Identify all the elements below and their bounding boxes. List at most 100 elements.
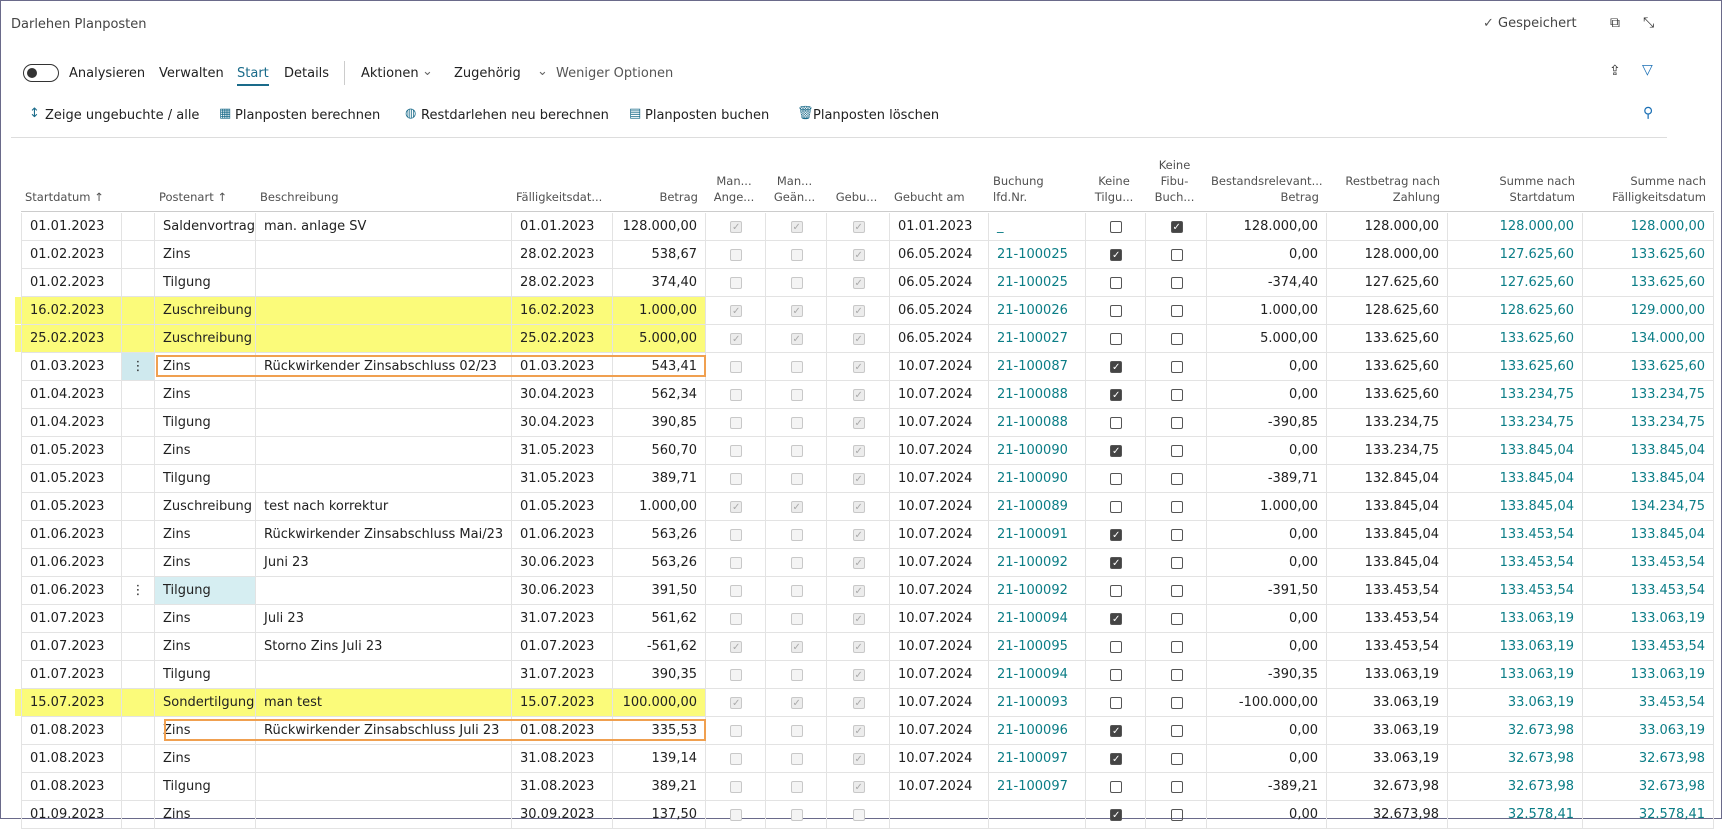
table-cell[interactable]: 21-100094 — [989, 605, 1086, 633]
table-cell[interactable]: 21-100090 — [989, 465, 1086, 493]
checkbox[interactable] — [1170, 501, 1183, 513]
checkbox[interactable] — [1110, 585, 1122, 597]
table-cell[interactable]: 134.234,75 — [1583, 493, 1714, 521]
row-menu[interactable]: ⋮ — [122, 353, 155, 381]
table-cell[interactable]: 32.578,41 — [1448, 801, 1583, 829]
checkbox[interactable] — [1170, 809, 1183, 821]
checkbox[interactable]: ✓ — [1110, 753, 1122, 765]
checkbox[interactable]: ✓ — [1170, 221, 1183, 233]
table-cell[interactable]: 21-100027 — [989, 325, 1086, 353]
menu-dropdown[interactable]: Aktionen — [361, 66, 419, 81]
table-cell[interactable]: 33.063,19 — [1448, 689, 1583, 717]
checkbox[interactable] — [1170, 669, 1183, 681]
table-cell[interactable]: 133.453,54 — [1583, 633, 1714, 661]
table-cell[interactable]: 133.845,04 — [1583, 521, 1714, 549]
share[interactable]: ⇪ — [1609, 63, 1621, 79]
table-cell[interactable]: 21-100025 — [989, 269, 1086, 297]
checkbox[interactable] — [1170, 781, 1183, 793]
toolbar-button[interactable]: Planposten berechnen — [235, 108, 381, 123]
checkbox[interactable]: ✓ — [1110, 361, 1122, 373]
table-cell[interactable]: 133.845,04 — [1448, 493, 1583, 521]
toolbar-button[interactable]: Planposten buchen — [645, 108, 770, 123]
open-new-window[interactable]: ⧉ — [1610, 15, 1620, 31]
table-cell[interactable]: 21-100096 — [989, 717, 1086, 745]
table-cell[interactable]: 133.845,04 — [1583, 465, 1714, 493]
checkbox[interactable] — [1110, 333, 1122, 345]
table-cell[interactable]: 134.000,00 — [1583, 325, 1714, 353]
table-cell[interactable]: 21-100026 — [989, 297, 1086, 325]
table-cell[interactable]: 21-100088 — [989, 409, 1086, 437]
menu-item[interactable]: Start — [237, 66, 269, 86]
checkbox[interactable] — [1110, 417, 1122, 429]
checkbox[interactable] — [1110, 697, 1122, 709]
checkbox[interactable] — [1170, 613, 1183, 625]
column-header[interactable]: Postenart ↑ — [159, 190, 228, 204]
table-cell[interactable]: 32.673,98 — [1583, 745, 1714, 773]
column-header[interactable]: Betrag — [659, 190, 698, 204]
column-header[interactable]: Bestandsrelevant... Betrag — [1211, 174, 1323, 204]
table-cell[interactable]: 133.063,19 — [1583, 605, 1714, 633]
table-cell[interactable]: 133.453,54 — [1448, 577, 1583, 605]
table-cell[interactable]: _ — [989, 213, 1086, 241]
table-cell[interactable]: 133.063,19 — [1448, 661, 1583, 689]
checkbox[interactable]: ✓ — [1110, 725, 1122, 737]
table-cell[interactable]: 21-100090 — [989, 437, 1086, 465]
checkbox[interactable] — [1110, 669, 1122, 681]
table-cell[interactable]: 21-100093 — [989, 689, 1086, 717]
checkbox[interactable] — [1110, 473, 1122, 485]
checkbox[interactable]: ✓ — [1110, 613, 1122, 625]
menu-dropdown[interactable]: Zugehörig — [454, 66, 521, 81]
table-cell[interactable]: 133.234,75 — [1448, 381, 1583, 409]
toolbar-button[interactable]: Zeige ungebuchte / alle — [45, 108, 200, 123]
table-cell[interactable]: 128.625,60 — [1448, 297, 1583, 325]
checkbox[interactable] — [1170, 333, 1183, 345]
table-cell[interactable]: 133.063,19 — [1448, 633, 1583, 661]
table-cell[interactable]: 32.673,98 — [1448, 773, 1583, 801]
table-cell[interactable]: 32.673,98 — [1448, 717, 1583, 745]
filter[interactable]: ▽ — [1642, 62, 1653, 78]
table-cell[interactable]: 33.453,54 — [1583, 689, 1714, 717]
table-cell[interactable]: 127.625,60 — [1448, 241, 1583, 269]
checkbox[interactable]: ✓ — [1110, 809, 1122, 821]
checkbox[interactable] — [1170, 389, 1183, 401]
table-cell[interactable]: 133.453,54 — [1583, 577, 1714, 605]
checkbox[interactable] — [1170, 725, 1183, 737]
menu-item[interactable]: Verwalten — [159, 66, 224, 81]
table-cell[interactable]: 133.625,60 — [1448, 353, 1583, 381]
checkbox[interactable] — [1110, 501, 1122, 513]
table-cell[interactable]: 133.625,60 — [1583, 269, 1714, 297]
column-header[interactable]: Keine Fibu- Buch... — [1154, 158, 1195, 204]
column-header[interactable]: Restbetrag nach Zahlung — [1345, 174, 1440, 204]
table-cell[interactable]: 133.063,19 — [1448, 605, 1583, 633]
column-header[interactable]: Fälligkeitsdat... — [516, 190, 603, 204]
table-cell[interactable]: 133.234,75 — [1583, 381, 1714, 409]
table-cell[interactable]: 21-100025 — [989, 241, 1086, 269]
column-header[interactable]: Keine Tilgu... — [1094, 174, 1134, 204]
menu-item[interactable]: Details — [284, 66, 330, 81]
column-header[interactable]: Summe nach Fälligkeitsdatum — [1612, 174, 1706, 204]
column-header[interactable]: Man... Ange... — [713, 174, 755, 204]
table-cell[interactable]: 21-100092 — [989, 577, 1086, 605]
table-cell[interactable]: 32.578,41 — [1583, 801, 1714, 829]
table-cell[interactable]: 133.234,75 — [1583, 409, 1714, 437]
checkbox[interactable] — [1110, 305, 1122, 317]
collapse[interactable]: ⤡ — [1643, 15, 1655, 31]
table-cell[interactable]: 21-100094 — [989, 661, 1086, 689]
checkbox[interactable] — [1170, 557, 1183, 569]
table-cell[interactable]: 133.625,60 — [1583, 353, 1714, 381]
checkbox[interactable] — [1170, 277, 1183, 289]
table-cell[interactable]: 133.625,60 — [1448, 325, 1583, 353]
table-cell[interactable]: 21-100089 — [989, 493, 1086, 521]
table-cell[interactable]: 133.453,54 — [1583, 549, 1714, 577]
checkbox[interactable]: ✓ — [1110, 249, 1122, 261]
checkbox[interactable] — [1170, 249, 1183, 261]
checkbox[interactable] — [1170, 529, 1183, 541]
checkbox[interactable] — [1170, 473, 1183, 485]
column-header[interactable]: Beschreibung — [260, 190, 339, 204]
checkbox[interactable] — [1170, 305, 1183, 317]
table-cell[interactable]: 129.000,00 — [1583, 297, 1714, 325]
checkbox[interactable] — [1170, 445, 1183, 457]
toolbar-button[interactable]: Restdarlehen neu berechnen — [421, 108, 609, 123]
checkbox[interactable] — [1110, 781, 1122, 793]
table-cell[interactable]: 133.845,04 — [1583, 437, 1714, 465]
